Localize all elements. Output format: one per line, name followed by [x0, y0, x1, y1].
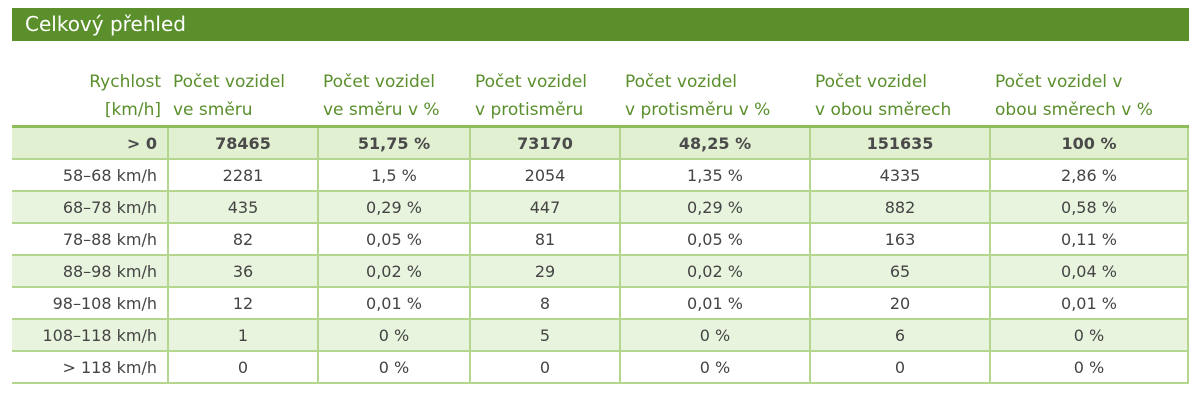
- cell-percent-both: 0 %: [989, 320, 1189, 352]
- table-header-row: Rychlost [km/h] Počet vozidel ve směru P…: [12, 66, 1189, 128]
- header-count-opposite-line2: v protisměru: [475, 100, 584, 120]
- cell-count-direction: 12: [167, 288, 317, 320]
- cell-percent-both: 100 %: [989, 128, 1189, 160]
- cell-speed: > 118 km/h: [12, 352, 167, 384]
- header-percent-both-line2: obou směrech v %: [995, 100, 1153, 120]
- cell-count-both: 151635: [809, 128, 989, 160]
- header-speed-line2: [km/h]: [104, 100, 161, 120]
- cell-count-direction: 435: [167, 192, 317, 224]
- cell-count-opposite: 8: [469, 288, 619, 320]
- cell-count-opposite: 447: [469, 192, 619, 224]
- header-percent-direction: Počet vozidel ve směru v %: [317, 66, 469, 128]
- table-row: 58–68 km/h 2281 1,5 % 2054 1,35 % 4335 2…: [12, 160, 1189, 192]
- cell-count-both: 6: [809, 320, 989, 352]
- cell-percent-direction: 0,01 %: [317, 288, 469, 320]
- cell-count-both: 20: [809, 288, 989, 320]
- cell-count-direction: 2281: [167, 160, 317, 192]
- header-percent-direction-line2: ve směru v %: [323, 100, 440, 120]
- cell-percent-both: 2,86 %: [989, 160, 1189, 192]
- cell-speed: 58–68 km/h: [12, 160, 167, 192]
- header-percent-direction-line1: Počet vozidel: [323, 72, 436, 92]
- cell-count-both: 65: [809, 256, 989, 288]
- cell-count-both: 882: [809, 192, 989, 224]
- header-percent-both-line1: Počet vozidel v: [995, 72, 1123, 92]
- header-count-direction-line2: ve směru: [173, 100, 253, 120]
- cell-count-direction: 1: [167, 320, 317, 352]
- cell-count-direction: 36: [167, 256, 317, 288]
- cell-percent-opposite: 0 %: [619, 352, 809, 384]
- cell-percent-opposite: 0,05 %: [619, 224, 809, 256]
- header-percent-opposite-line2: v protisměru v %: [625, 100, 771, 120]
- table-row: 88–98 km/h 36 0,02 % 29 0,02 % 65 0,04 %: [12, 256, 1189, 288]
- cell-count-direction: 78465: [167, 128, 317, 160]
- cell-percent-both: 0 %: [989, 352, 1189, 384]
- cell-count-opposite: 0: [469, 352, 619, 384]
- cell-percent-opposite: 0,02 %: [619, 256, 809, 288]
- table-row: 78–88 km/h 82 0,05 % 81 0,05 % 163 0,11 …: [12, 224, 1189, 256]
- cell-count-opposite: 29: [469, 256, 619, 288]
- header-speed: Rychlost [km/h]: [12, 66, 167, 128]
- cell-speed: 88–98 km/h: [12, 256, 167, 288]
- cell-percent-direction: 0,05 %: [317, 224, 469, 256]
- cell-percent-opposite: 48,25 %: [619, 128, 809, 160]
- cell-percent-opposite: 0,01 %: [619, 288, 809, 320]
- table-row: 68–78 km/h 435 0,29 % 447 0,29 % 882 0,5…: [12, 192, 1189, 224]
- cell-percent-opposite: 0 %: [619, 320, 809, 352]
- cell-percent-direction: 1,5 %: [317, 160, 469, 192]
- cell-percent-opposite: 1,35 %: [619, 160, 809, 192]
- cell-count-both: 0: [809, 352, 989, 384]
- cell-speed: 108–118 km/h: [12, 320, 167, 352]
- table-row: > 118 km/h 0 0 % 0 0 % 0 0 %: [12, 352, 1189, 384]
- cell-percent-opposite: 0,29 %: [619, 192, 809, 224]
- cell-count-opposite: 73170: [469, 128, 619, 160]
- cell-percent-direction: 0,02 %: [317, 256, 469, 288]
- cell-percent-direction: 0,29 %: [317, 192, 469, 224]
- header-count-both: Počet vozidel v obou směrech: [809, 66, 989, 128]
- cell-count-opposite: 81: [469, 224, 619, 256]
- header-count-both-line2: v obou směrech: [815, 100, 952, 120]
- table-row-total: > 0 78465 51,75 % 73170 48,25 % 151635 1…: [12, 128, 1189, 160]
- section-title: Celkový přehled: [12, 8, 1189, 41]
- table-row: 108–118 km/h 1 0 % 5 0 % 6 0 %: [12, 320, 1189, 352]
- cell-count-both: 4335: [809, 160, 989, 192]
- header-count-opposite-line1: Počet vozidel: [475, 72, 588, 92]
- header-count-direction-line1: Počet vozidel: [173, 72, 286, 92]
- cell-count-direction: 0: [167, 352, 317, 384]
- cell-count-opposite: 5: [469, 320, 619, 352]
- cell-percent-both: 0,58 %: [989, 192, 1189, 224]
- cell-percent-both: 0,04 %: [989, 256, 1189, 288]
- header-count-direction: Počet vozidel ve směru: [167, 66, 317, 128]
- header-percent-opposite: Počet vozidel v protisměru v %: [619, 66, 809, 128]
- table-row: 98–108 km/h 12 0,01 % 8 0,01 % 20 0,01 %: [12, 288, 1189, 320]
- overview-table: Rychlost [km/h] Počet vozidel ve směru P…: [12, 66, 1189, 384]
- cell-percent-direction: 0 %: [317, 352, 469, 384]
- cell-speed: 68–78 km/h: [12, 192, 167, 224]
- cell-percent-direction: 51,75 %: [317, 128, 469, 160]
- header-percent-both: Počet vozidel v obou směrech v %: [989, 66, 1189, 128]
- cell-count-opposite: 2054: [469, 160, 619, 192]
- cell-count-direction: 82: [167, 224, 317, 256]
- cell-speed: 98–108 km/h: [12, 288, 167, 320]
- cell-speed: > 0: [12, 128, 167, 160]
- cell-percent-both: 0,01 %: [989, 288, 1189, 320]
- cell-count-both: 163: [809, 224, 989, 256]
- header-count-opposite: Počet vozidel v protisměru: [469, 66, 619, 128]
- header-count-both-line1: Počet vozidel: [815, 72, 928, 92]
- cell-percent-both: 0,11 %: [989, 224, 1189, 256]
- header-percent-opposite-line1: Počet vozidel: [625, 72, 738, 92]
- cell-percent-direction: 0 %: [317, 320, 469, 352]
- cell-speed: 78–88 km/h: [12, 224, 167, 256]
- header-speed-line1: Rychlost: [89, 72, 161, 92]
